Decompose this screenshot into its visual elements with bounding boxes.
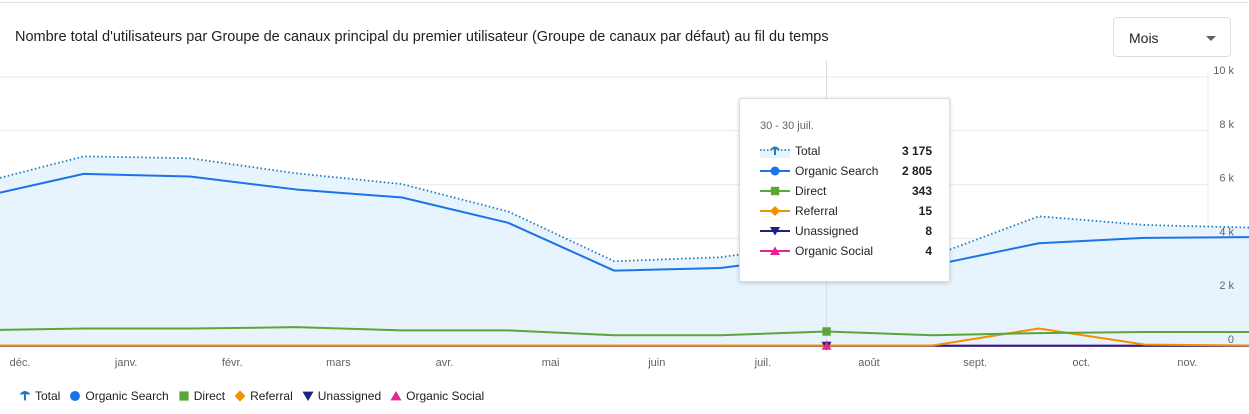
top-divider	[0, 2, 1249, 3]
x-tick-label: déc.	[10, 357, 31, 369]
chart-title: Nombre total d'utilisateurs par Groupe d…	[15, 29, 829, 45]
referral-marker-icon	[234, 390, 246, 402]
y-tick-label: 4 k	[1219, 226, 1234, 238]
series-line-referral[interactable]	[0, 327, 1249, 347]
referral-legend-icon	[760, 206, 790, 216]
period-select-value: Mois	[1129, 30, 1159, 46]
organic-search-marker-icon	[70, 391, 81, 401]
legend-item-unassigned[interactable]: Unassigned	[301, 389, 381, 403]
x-tick-label: juin	[647, 357, 665, 369]
tooltip-row-label: Total	[795, 144, 821, 158]
chevron-down-icon	[1206, 36, 1216, 41]
tooltip-row-referral: Referral 15	[760, 201, 932, 221]
total-area	[0, 156, 1249, 346]
legend-item-direct[interactable]: Direct	[177, 389, 225, 403]
organic-search-legend-icon	[760, 166, 790, 176]
legend-label: Total	[35, 389, 61, 403]
chart-tooltip: 30 - 30 juil. Total 3 175 Organic Search 2 …	[739, 98, 950, 282]
total-marker-icon	[19, 391, 31, 401]
legend-item-total[interactable]: Total	[18, 389, 60, 403]
x-tick-label: août	[858, 357, 879, 369]
tooltip-row-label: Organic Social	[795, 244, 874, 258]
legend-item-organic-search[interactable]: Organic Search	[68, 389, 169, 403]
tooltip-row-label: Unassigned	[795, 224, 859, 238]
tooltip-row-total: Total 3 175	[760, 141, 932, 161]
y-tick-label: 2 k	[1219, 280, 1234, 292]
x-axis-ticks: déc. janv. févr. mars avr. mai juin juil. août se…	[10, 357, 1198, 369]
tooltip-row-value: 4	[925, 244, 932, 258]
tooltip-row-organic-search: Organic Search 2 805	[760, 161, 932, 181]
period-select[interactable]: Mois	[1113, 17, 1231, 57]
y-tick-label: 8 k	[1219, 119, 1234, 131]
y-tick-label: 0	[1228, 334, 1234, 346]
x-tick-label: mars	[326, 357, 351, 369]
chart-legend: Total Organic Search Direct Referral Unassig…	[18, 388, 492, 404]
y-tick-label: 10 k	[1213, 65, 1234, 77]
direct-marker-icon	[179, 391, 189, 401]
legend-label: Direct	[193, 389, 226, 403]
unassigned-marker-icon	[302, 391, 314, 401]
tooltip-row-value: 3 175	[901, 144, 932, 158]
x-tick-label: oct.	[1072, 357, 1090, 369]
tooltip-row-organic-social: Organic Social 4	[760, 241, 932, 261]
tooltip-row-direct: Direct 343	[760, 181, 932, 201]
x-tick-label: sept.	[963, 357, 987, 369]
organic-social-legend-icon	[760, 246, 790, 255]
unassigned-legend-icon	[760, 227, 790, 236]
tooltip-row-value: 8	[925, 224, 932, 238]
legend-item-organic-social[interactable]: Organic Social	[389, 389, 484, 403]
legend-label: Referral	[250, 389, 293, 403]
legend-item-referral[interactable]: Referral	[233, 389, 293, 403]
legend-label: Organic Social	[406, 389, 485, 403]
series-line-direct[interactable]	[0, 326, 1249, 337]
total-legend-icon	[760, 146, 790, 158]
tooltip-row-label: Organic Search	[795, 164, 879, 178]
x-tick-label: févr.	[222, 357, 243, 369]
legend-label: Unassigned	[317, 389, 382, 403]
x-tick-label: janv.	[114, 357, 137, 369]
y-axis-ticks: 0 2 k 4 k 6 k 8 k 10 k	[1213, 65, 1234, 346]
x-tick-label: nov.	[1177, 357, 1197, 369]
tooltip-row-value: 15	[918, 204, 932, 218]
total-area-fill	[0, 156, 1249, 346]
series-lines	[0, 155, 1249, 347]
tooltip-row-label: Direct	[795, 184, 827, 198]
line-chart[interactable]: 0 2 k 4 k 6 k 8 k 10 k déc. janv. févr. mars avr.…	[0, 60, 1249, 370]
tooltip-row-value: 2 805	[901, 164, 932, 178]
tooltip-row-value: 343	[911, 184, 932, 198]
series-line-organic-search[interactable]	[0, 172, 1249, 272]
tooltip-row-unassigned: Unassigned 8	[760, 221, 932, 241]
y-tick-label: 6 k	[1219, 173, 1234, 185]
x-tick-label: juil.	[754, 357, 772, 369]
organic-social-marker-icon	[390, 391, 402, 401]
hover-marker-organic-social	[821, 341, 832, 350]
x-tick-label: avr.	[436, 357, 454, 369]
legend-label: Organic Search	[85, 389, 169, 403]
tooltip-row-label: Referral	[795, 204, 838, 218]
direct-legend-icon	[760, 186, 790, 196]
x-tick-label: mai	[542, 357, 560, 369]
tooltip-date: 30 - 30 juil.	[760, 120, 814, 132]
hover-marker-direct	[822, 327, 831, 336]
